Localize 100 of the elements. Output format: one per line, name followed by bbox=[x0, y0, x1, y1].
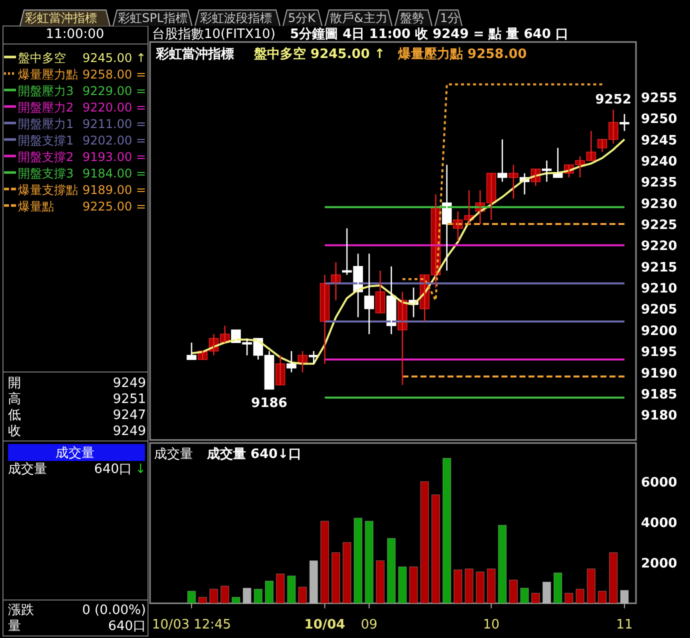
legend-label: 開盤壓力1 bbox=[18, 117, 74, 131]
bar bbox=[564, 592, 574, 604]
text: 9249 bbox=[112, 424, 146, 439]
text: 開 bbox=[8, 376, 21, 391]
bar bbox=[486, 568, 496, 604]
text: 9258.00 = bbox=[82, 68, 146, 82]
bar bbox=[464, 568, 474, 604]
legend-label: 開盤支撐2 bbox=[18, 150, 74, 164]
bar bbox=[431, 494, 440, 604]
legend-label: 爆量壓力點 bbox=[18, 68, 78, 82]
text: 9211.00 = bbox=[82, 117, 146, 131]
candlestick bbox=[620, 113, 630, 132]
text: 散戶&主力 bbox=[330, 11, 388, 25]
chart-title: 成交量 bbox=[154, 446, 193, 462]
bar bbox=[454, 570, 462, 604]
bar bbox=[209, 588, 218, 604]
bar bbox=[476, 572, 484, 604]
y-tick-label: 9255 bbox=[641, 91, 678, 106]
x-tick-label: 10/04 bbox=[304, 617, 346, 632]
bar bbox=[287, 576, 296, 604]
annotation: 彩虹當沖指標 bbox=[155, 47, 234, 62]
bar bbox=[531, 592, 540, 604]
text: 5分K bbox=[288, 11, 317, 25]
bar bbox=[264, 580, 274, 604]
text: 低 bbox=[8, 408, 21, 423]
y-tick-label: 9215 bbox=[641, 260, 678, 276]
chart-subtitle: 成交量 640↓口 bbox=[206, 446, 302, 462]
y-tick-label: 9225 bbox=[641, 218, 678, 234]
annotation: 9186 bbox=[251, 396, 288, 412]
candlestick bbox=[542, 160, 552, 182]
bar bbox=[298, 586, 307, 604]
y-tick-label: 9205 bbox=[641, 302, 678, 318]
bar bbox=[364, 520, 374, 604]
text: 彩虹SPL指標 bbox=[118, 11, 188, 25]
y-tick-label: 2000 bbox=[641, 556, 678, 572]
chart-subtitle: 5分鐘圖 4日 11:00 收 9249 = 點 量 640 口 bbox=[290, 27, 568, 42]
bar bbox=[220, 586, 230, 604]
text: 1分 bbox=[440, 11, 460, 25]
text: 9249 bbox=[112, 376, 146, 391]
bar bbox=[320, 520, 330, 604]
bar bbox=[420, 481, 429, 604]
bar bbox=[254, 588, 262, 604]
text: 9225.00 = bbox=[82, 200, 146, 214]
legend-label: 開盤壓力3 bbox=[18, 84, 74, 98]
text: 9220.00 = bbox=[82, 100, 146, 114]
text: 9202.00 = bbox=[82, 134, 146, 148]
bar bbox=[187, 590, 196, 604]
bar bbox=[442, 458, 452, 604]
bar bbox=[598, 590, 607, 604]
bar bbox=[309, 560, 318, 604]
legend-label: 開盤支撐3 bbox=[18, 166, 74, 180]
text: ↓ bbox=[135, 462, 146, 477]
text: 彩虹當沖指標 bbox=[25, 11, 97, 25]
x-tick-label: 10/03 12:45 bbox=[152, 617, 232, 632]
text: 漲跌 bbox=[8, 603, 34, 618]
text: 11:00:00 bbox=[46, 27, 104, 42]
text: 9229.00 = bbox=[82, 84, 146, 98]
text: 成交量 bbox=[56, 445, 94, 461]
chart-title: 台股指數10(FITX10) bbox=[152, 27, 276, 42]
y-tick-label: 9200 bbox=[641, 324, 678, 339]
y-tick-label: 9240 bbox=[641, 154, 678, 170]
text: 9189.00 = bbox=[82, 183, 146, 197]
text: 盤勢 bbox=[400, 11, 424, 25]
bar bbox=[554, 572, 562, 604]
bar bbox=[387, 538, 396, 604]
y-tick-label: 9195 bbox=[641, 345, 678, 360]
x-tick-label: 09 bbox=[360, 617, 378, 632]
text: 量 bbox=[8, 619, 21, 634]
legend-label: 爆量點 bbox=[18, 200, 54, 214]
candlestick bbox=[508, 164, 518, 200]
y-tick-label: 9180 bbox=[641, 408, 678, 424]
text: 彩虹波段指標 bbox=[200, 11, 272, 25]
text: 成交量 bbox=[8, 461, 47, 477]
bar bbox=[509, 580, 518, 604]
bar bbox=[586, 568, 596, 604]
bar bbox=[542, 582, 552, 604]
annotation: 9252 bbox=[595, 92, 632, 108]
bar bbox=[576, 588, 584, 604]
legend-label: 開盤壓力2 bbox=[18, 100, 74, 114]
y-tick-label: 9230 bbox=[641, 196, 678, 212]
y-tick-label: 9185 bbox=[641, 387, 678, 402]
x-tick-label: 11 bbox=[616, 617, 633, 632]
annotation: 盤中多空 9245.00 ↑ bbox=[253, 46, 386, 62]
legend-label: 爆量支撐點 bbox=[18, 183, 78, 197]
bar bbox=[398, 566, 407, 604]
legend-label: 開盤支撐1 bbox=[18, 134, 74, 148]
candlestick bbox=[186, 342, 196, 360]
bar bbox=[276, 574, 285, 604]
text: 9245.00 ↑ bbox=[82, 51, 146, 65]
bar bbox=[332, 552, 340, 604]
bar bbox=[520, 588, 529, 604]
bar bbox=[242, 588, 252, 604]
y-tick-label: 4000 bbox=[641, 516, 678, 532]
y-tick-label: 6000 bbox=[641, 476, 678, 491]
bar bbox=[376, 560, 385, 604]
text: 0 (0.00%) bbox=[82, 603, 146, 618]
text: 收 bbox=[8, 424, 21, 439]
bar bbox=[198, 596, 207, 604]
bar bbox=[342, 542, 352, 604]
bar bbox=[354, 518, 362, 604]
